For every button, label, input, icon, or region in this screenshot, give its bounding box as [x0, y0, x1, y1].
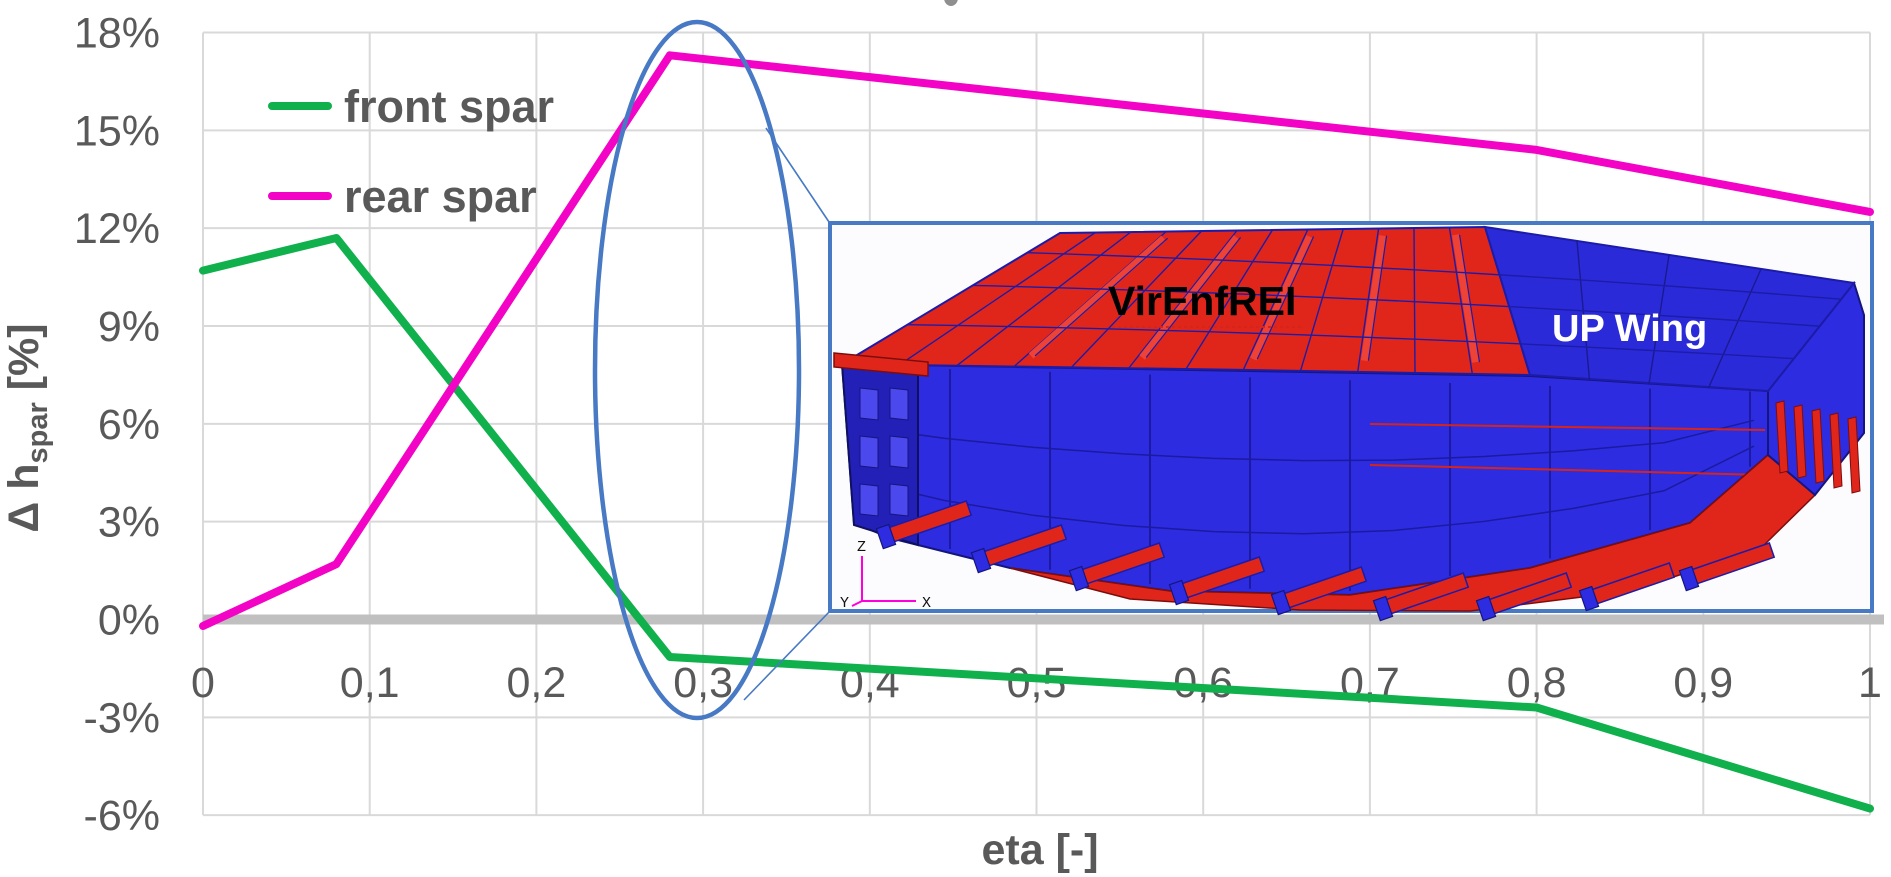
bottom-stringer [1578, 562, 1676, 612]
axis-triad: Z Y X [840, 539, 931, 612]
y-tick-label: 15% [74, 107, 160, 155]
series-line-front-spar [199, 234, 1874, 813]
series-line-rear-spar [199, 51, 1874, 630]
model-edge [898, 231, 1096, 366]
model-edge [1452, 234, 1479, 363]
y-tick-label: 6% [98, 401, 160, 449]
model-edge [907, 324, 1794, 360]
y-tick-label: 3% [98, 499, 160, 547]
model-edge [1707, 268, 1762, 389]
model-face [1475, 595, 1497, 622]
model-face [889, 387, 909, 421]
model-face [1270, 589, 1292, 616]
bottom-stringer [1678, 542, 1776, 592]
model-edge [1028, 235, 1166, 359]
model-face [1829, 412, 1843, 489]
model-face [970, 547, 992, 574]
bottom-stringer [875, 500, 973, 550]
y-axis-title: Δ hspar [%] [0, 323, 54, 532]
model-face [859, 483, 879, 517]
model-face [1775, 400, 1789, 474]
bottom-stringer [1475, 572, 1573, 622]
model-edge [1369, 464, 1766, 476]
model-face [1678, 565, 1700, 592]
model-edge [1413, 227, 1416, 374]
x-tick-label: 0 [191, 659, 215, 707]
model-edge [1648, 254, 1670, 385]
x-tick-label: 0,8 [1507, 659, 1567, 707]
model-face [1847, 416, 1861, 494]
model-edge [853, 419, 1755, 462]
triad-y-axis [851, 600, 863, 607]
wing-box-model [833, 225, 1865, 622]
y-tick-label: 0% [98, 597, 160, 645]
y-tick-label: 9% [98, 303, 160, 351]
bottom-stringer [1068, 542, 1166, 592]
model-face [889, 435, 909, 469]
legend-label-rear-spar: rear spar [344, 171, 537, 222]
wing-box-inset: VirEnfREI UP Wing Z Y X [828, 221, 1874, 622]
model-edge [1360, 235, 1387, 362]
model-edge [1458, 234, 1481, 363]
model-edge [1070, 230, 1203, 369]
model-edge [1448, 227, 1473, 375]
model-face [1168, 579, 1190, 606]
plot-generated-layer: 18%15%12%9%6%3%0%-3%-6%0 0,1 0,2 0,3 0,4 0,5 0… [74, 10, 1884, 840]
cropped-title-remnant [944, 0, 958, 6]
zero-axis-line [203, 614, 1884, 625]
y-tick-label: 18% [74, 10, 160, 58]
model-edge [1139, 235, 1240, 360]
model-edge [853, 445, 1755, 535]
model-face [1483, 225, 1856, 393]
model-edge [1369, 423, 1766, 431]
inset-label-virenfrei: VirEnfREI [1108, 278, 1296, 324]
magnifier-ellipse [592, 19, 802, 721]
model-edge [1357, 228, 1380, 373]
model-edge [1127, 230, 1238, 369]
model-edge [1242, 229, 1309, 371]
model-face [859, 387, 879, 421]
y-tick-label: 12% [74, 205, 160, 253]
bottom-stringer [1372, 572, 1470, 622]
model-face [1068, 565, 1090, 592]
magnifier-connector-bottom [743, 609, 832, 701]
model-edge [1299, 228, 1344, 372]
model-face [833, 352, 929, 377]
x-tick-label: 0,2 [507, 659, 567, 707]
x-tick-label: 0,9 [1673, 659, 1733, 707]
model-edge [1145, 237, 1242, 358]
model-edge [1250, 235, 1313, 361]
y-tick-label: -6% [84, 792, 160, 840]
model-edge [1185, 229, 1273, 370]
model-face [1372, 595, 1394, 622]
model-edge [1034, 237, 1168, 357]
model-edge [1027, 251, 1842, 300]
model-face [1793, 404, 1807, 479]
legend-label-front-spar: front spar [344, 81, 554, 132]
model-edge [972, 284, 1820, 327]
model-face [875, 523, 897, 550]
magnifier-annotation [592, 19, 832, 721]
model-edge [1367, 235, 1388, 361]
x-axis-title: eta [-] [981, 826, 1098, 874]
y-tick-label: -3% [84, 694, 160, 742]
model-face [859, 435, 879, 469]
bottom-stringer [970, 524, 1068, 574]
x-tick-label: 0,1 [340, 659, 400, 707]
triad-x-label: X [922, 595, 931, 612]
x-tick-label: 0,3 [673, 659, 733, 707]
model-edge [956, 231, 1132, 367]
inset-label-up-wing: UP Wing [1552, 308, 1707, 350]
model-face [1578, 585, 1600, 612]
triad-y-label: Y [840, 595, 849, 612]
triad-z-label: Z [857, 539, 866, 556]
model-edge [1256, 236, 1315, 360]
bottom-stringer [1270, 566, 1368, 616]
model-face [889, 483, 909, 517]
bottom-stringer [1168, 556, 1266, 606]
x-tick-label: 1 [1858, 659, 1882, 707]
model-face [1811, 408, 1825, 484]
